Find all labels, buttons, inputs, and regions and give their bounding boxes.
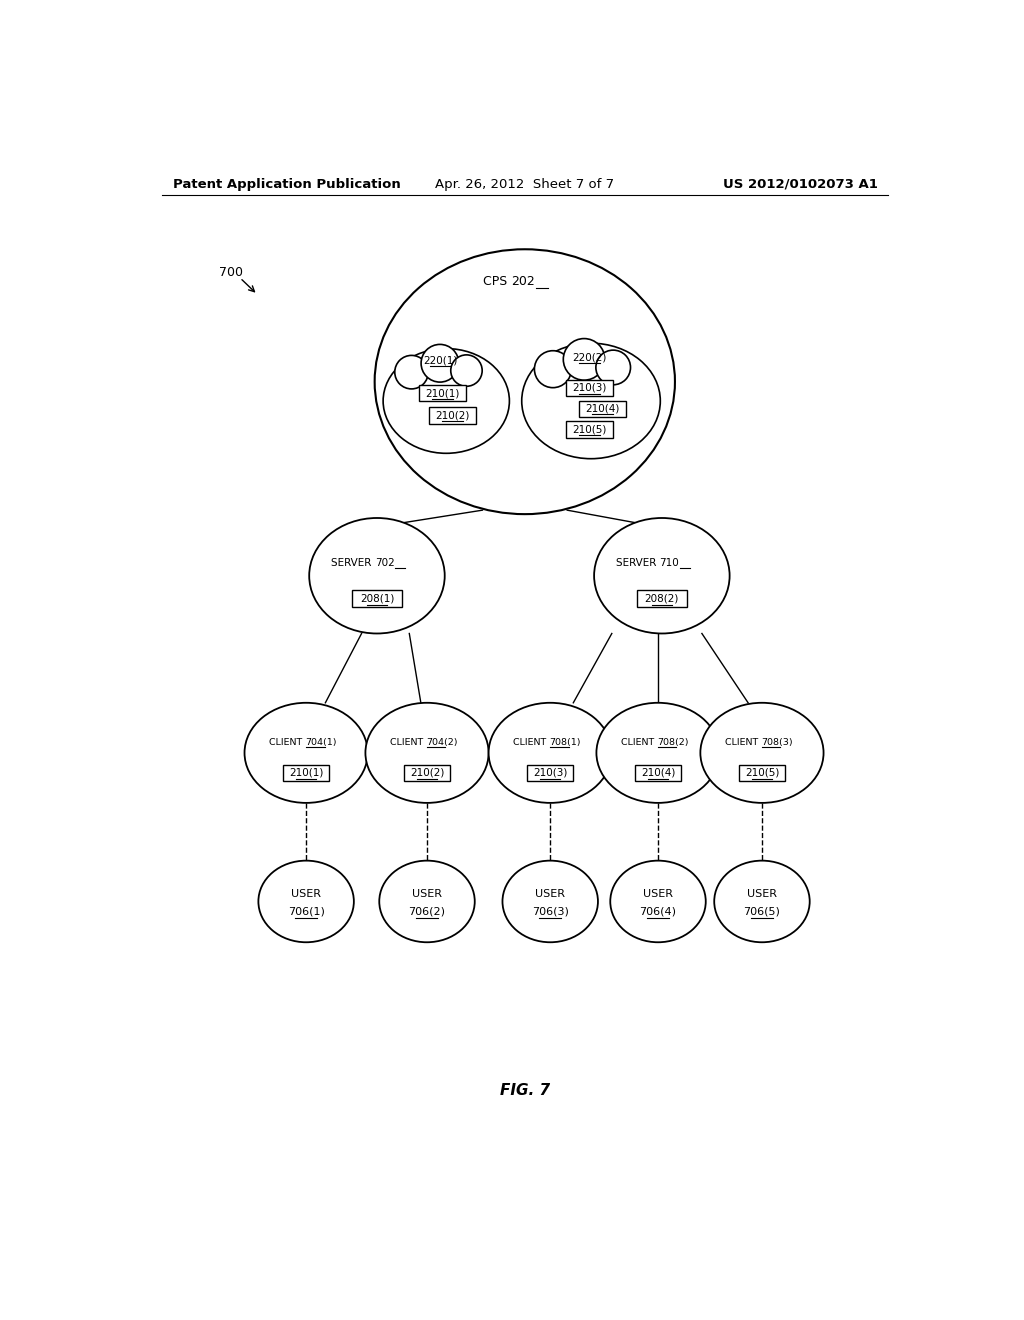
Text: USER: USER [536,888,565,899]
Ellipse shape [488,702,611,803]
Circle shape [395,355,428,389]
Text: FIG. 7: FIG. 7 [500,1082,550,1098]
FancyBboxPatch shape [419,385,466,401]
Text: 210(4): 210(4) [586,404,620,413]
Text: 208(1): 208(1) [359,594,394,603]
Text: 210(4): 210(4) [641,768,675,777]
Ellipse shape [375,249,675,513]
Text: 210(5): 210(5) [744,768,779,777]
Text: SERVER: SERVER [615,557,659,568]
FancyBboxPatch shape [739,764,785,781]
Text: CLIENT: CLIENT [269,738,305,747]
Text: SERVER: SERVER [331,557,375,568]
FancyBboxPatch shape [635,764,681,781]
FancyBboxPatch shape [527,764,573,781]
Text: CLIENT: CLIENT [513,738,550,747]
FancyBboxPatch shape [566,380,612,396]
Text: 220(1): 220(1) [423,356,458,366]
FancyBboxPatch shape [580,400,626,417]
Text: 704(2): 704(2) [426,738,458,747]
Text: CLIENT: CLIENT [621,738,657,747]
Text: 706(5): 706(5) [743,907,780,916]
Ellipse shape [610,861,706,942]
Text: USER: USER [643,888,673,899]
Text: CLIENT: CLIENT [390,738,426,747]
Text: 704(1): 704(1) [305,738,337,747]
Text: 208(2): 208(2) [645,594,679,603]
Text: USER: USER [291,888,322,899]
Ellipse shape [594,517,730,634]
Text: 220(2): 220(2) [572,352,606,362]
Ellipse shape [379,861,475,942]
Ellipse shape [383,348,509,453]
FancyBboxPatch shape [283,764,330,781]
Text: 210(1): 210(1) [289,768,324,777]
Ellipse shape [245,702,368,803]
Text: Apr. 26, 2012  Sheet 7 of 7: Apr. 26, 2012 Sheet 7 of 7 [435,178,614,190]
Text: 710: 710 [659,557,679,568]
Text: 708(3): 708(3) [761,738,793,747]
Circle shape [421,345,459,381]
Text: 706(1): 706(1) [288,907,325,916]
Ellipse shape [503,861,598,942]
Text: USER: USER [746,888,777,899]
Text: 210(2): 210(2) [435,411,470,421]
Circle shape [535,351,571,388]
FancyBboxPatch shape [429,408,475,424]
Text: CPS: CPS [482,275,511,288]
Text: 210(1): 210(1) [425,388,460,399]
Text: 210(2): 210(2) [410,768,444,777]
Ellipse shape [258,861,354,942]
Text: 202: 202 [511,275,535,288]
Text: CLIENT: CLIENT [725,738,761,747]
FancyBboxPatch shape [637,590,687,607]
Ellipse shape [521,343,660,459]
Ellipse shape [596,702,720,803]
Text: 708(2): 708(2) [657,738,689,747]
Text: 708(1): 708(1) [550,738,581,747]
Circle shape [563,339,605,380]
FancyBboxPatch shape [403,764,451,781]
Text: 210(3): 210(3) [572,383,606,393]
Text: 706(4): 706(4) [640,907,677,916]
FancyBboxPatch shape [352,590,402,607]
Text: 700: 700 [219,265,243,279]
Ellipse shape [700,702,823,803]
Text: 702: 702 [375,557,394,568]
Text: Patent Application Publication: Patent Application Publication [173,178,400,190]
Circle shape [451,355,482,387]
Text: 706(2): 706(2) [409,907,445,916]
FancyBboxPatch shape [566,421,612,437]
Text: 210(3): 210(3) [534,768,567,777]
Ellipse shape [366,702,488,803]
Ellipse shape [714,861,810,942]
Text: 210(5): 210(5) [572,425,606,434]
Text: USER: USER [412,888,442,899]
Ellipse shape [309,517,444,634]
Text: 706(3): 706(3) [531,907,568,916]
Circle shape [596,350,631,385]
Text: US 2012/0102073 A1: US 2012/0102073 A1 [723,178,878,190]
